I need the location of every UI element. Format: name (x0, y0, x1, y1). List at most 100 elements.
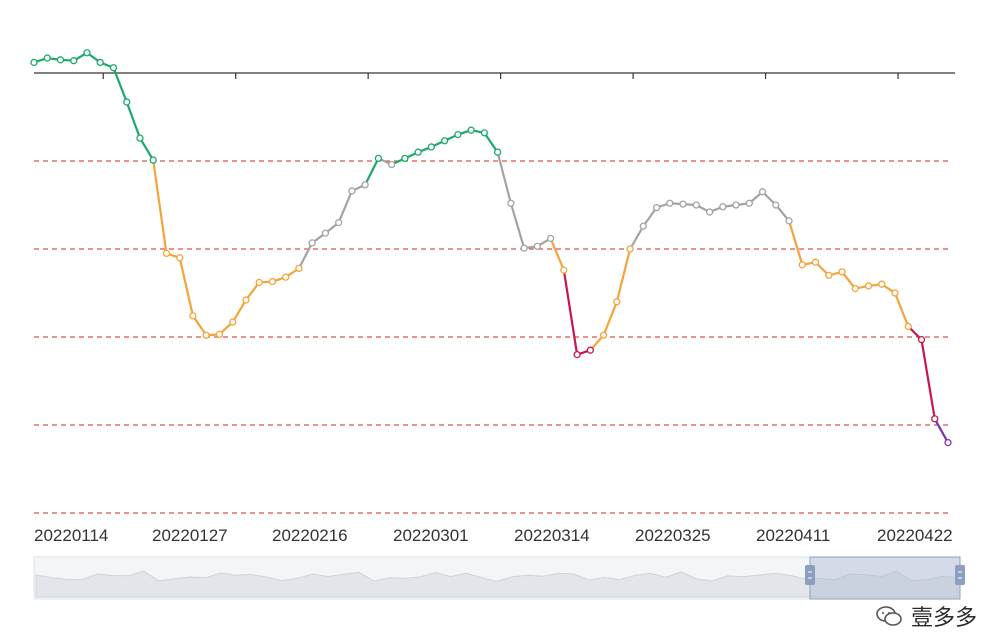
data-point (891, 289, 899, 297)
data-point (109, 64, 118, 72)
data-point (533, 242, 542, 251)
series-segment (125, 100, 142, 140)
data-point (493, 148, 502, 156)
x-axis-tick-label: 20220422 (877, 526, 953, 545)
data-point (335, 218, 343, 227)
data-point (414, 148, 422, 156)
data-point (692, 201, 700, 209)
data-point (242, 296, 250, 304)
data-point (798, 261, 806, 269)
data-point (268, 277, 277, 286)
series-segment (628, 225, 645, 251)
data-point (931, 415, 939, 423)
data-point (440, 137, 449, 145)
series-segment (496, 151, 512, 205)
data-point (546, 234, 555, 243)
series-points (30, 49, 952, 447)
series-segment (893, 291, 910, 328)
data-point (480, 129, 489, 137)
data-point (904, 322, 912, 331)
data-point (401, 154, 409, 163)
data-zoom-slider[interactable] (33, 556, 965, 600)
data-point (745, 199, 753, 207)
data-point (639, 222, 647, 230)
series-segment (602, 300, 618, 337)
data-point (308, 239, 316, 247)
data-point (864, 282, 873, 290)
data-point (189, 312, 197, 320)
data-point (838, 268, 846, 276)
data-point (96, 58, 104, 67)
x-axis-tick-label: 20220314 (514, 526, 590, 545)
series-segment (152, 159, 168, 255)
data-point (83, 49, 91, 57)
data-point (202, 331, 210, 339)
data-point (785, 217, 793, 225)
data-point (520, 244, 528, 252)
data-point (136, 134, 144, 142)
watermark: 壹多多 (875, 600, 977, 632)
series-segment (297, 241, 314, 270)
series-segment (549, 237, 565, 272)
series-segment (562, 269, 579, 356)
data-point (388, 160, 396, 169)
data-point (162, 249, 171, 258)
data-point (560, 266, 568, 274)
data-point (507, 199, 515, 207)
data-point (878, 280, 886, 288)
data-point (944, 438, 952, 447)
data-point (374, 154, 383, 163)
series-segment (483, 131, 499, 154)
series-segment (191, 314, 208, 337)
data-point (758, 188, 767, 196)
data-point (772, 201, 780, 209)
data-point (652, 203, 661, 212)
series-segment (933, 417, 950, 444)
data-point (229, 318, 237, 326)
data-point (361, 181, 369, 189)
data-point (811, 258, 820, 266)
series-segment (787, 219, 804, 266)
data-point (30, 58, 38, 67)
data-point (666, 199, 674, 207)
series-segment (364, 157, 380, 186)
data-point (679, 200, 687, 208)
chat-bubbles-icon (876, 606, 902, 626)
data-point (599, 331, 608, 339)
series-line (32, 51, 950, 444)
data-point (149, 156, 157, 164)
series-segment (112, 66, 128, 104)
x-axis-tick-label: 20220127 (152, 526, 228, 545)
data-point (56, 56, 65, 64)
series-segment (138, 137, 155, 162)
series-segment (244, 281, 261, 302)
zoom-selection-window[interactable] (809, 556, 961, 600)
x-axis-ticks (102, 73, 899, 79)
reference-lines (34, 160, 948, 514)
zoom-handle-left[interactable] (805, 565, 815, 585)
data-point (255, 278, 263, 287)
data-point (427, 143, 436, 151)
x-axis-tick-label: 20220216 (272, 526, 348, 545)
data-point (295, 264, 303, 273)
data-point (43, 54, 51, 62)
data-point (825, 271, 833, 280)
x-axis-tick-label: 20220411 (756, 526, 830, 545)
series-segment (615, 247, 632, 303)
x-axis-tick-label: 20220301 (393, 526, 469, 545)
x-axis-tick-label: 20220114 (34, 526, 108, 545)
data-point (215, 330, 224, 339)
series-segment (920, 338, 936, 420)
series-segment (231, 298, 248, 324)
data-point (626, 245, 634, 253)
data-point (454, 130, 462, 139)
data-point (70, 57, 78, 65)
data-point (348, 187, 356, 195)
series-segment (337, 189, 354, 224)
data-point (917, 335, 926, 344)
watermark-text: 壹多多 (910, 606, 977, 631)
data-point (719, 203, 727, 211)
data-point (613, 298, 621, 306)
zoom-handle-right[interactable] (955, 565, 965, 585)
